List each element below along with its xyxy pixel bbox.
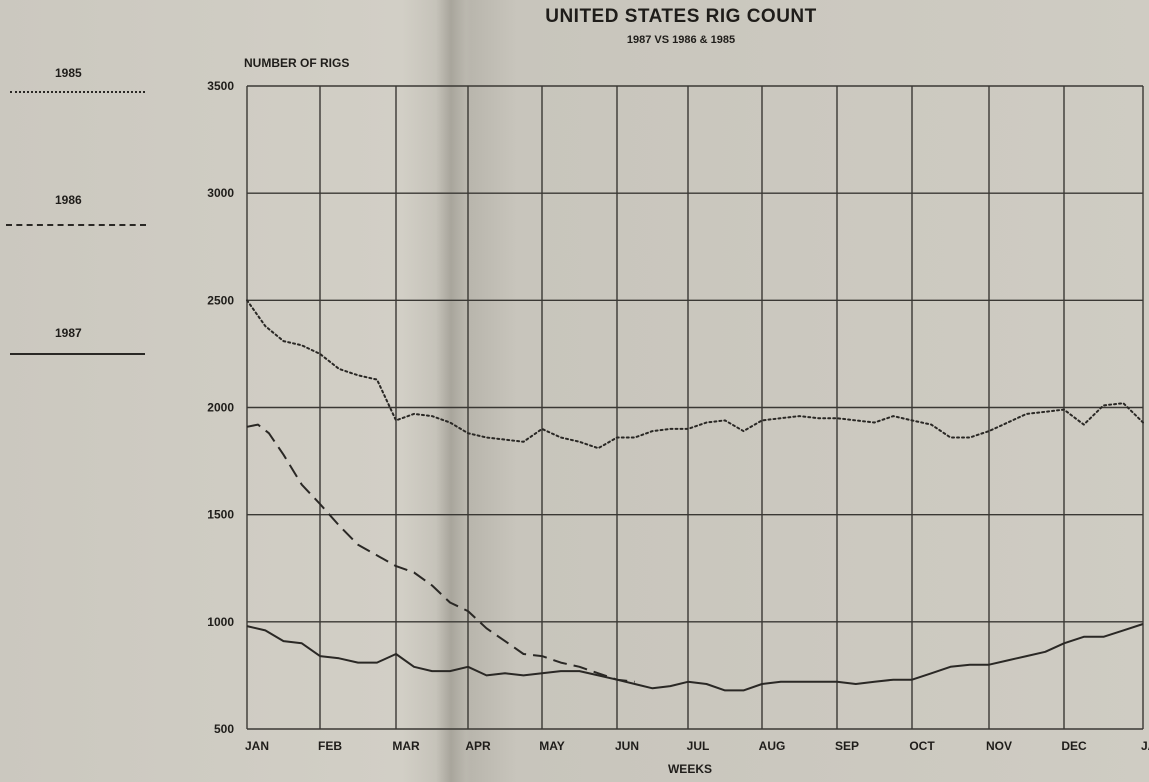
legend-label: 1985 xyxy=(55,66,82,80)
x-tick-label: OCT xyxy=(909,739,935,753)
y-tick-label: 3500 xyxy=(207,79,234,93)
y-tick-label: 2500 xyxy=(207,293,234,307)
y-axis-label: NUMBER OF RIGS xyxy=(244,56,350,70)
page-fold xyxy=(436,0,466,782)
series-line-1986 xyxy=(246,423,635,683)
x-tick-label: SEP xyxy=(835,739,859,753)
series-line-1987 xyxy=(246,623,1144,692)
x-tick-label: JUL xyxy=(687,739,710,753)
legend-swatch-solid xyxy=(10,353,145,355)
y-tick-label: 2000 xyxy=(207,401,234,415)
x-tick-label: NOV xyxy=(986,739,1012,753)
x-tick-label: APR xyxy=(465,739,491,753)
chart-subtitle: 1987 VS 1986 & 1985 xyxy=(626,34,736,46)
series-line-1985 xyxy=(246,299,1144,450)
legend-label: 1986 xyxy=(55,193,82,207)
x-tick-label: FEB xyxy=(318,739,342,753)
legend-swatch-dotted xyxy=(10,91,145,93)
x-tick-label: JAN xyxy=(245,739,269,753)
x-axis-label: WEEKS xyxy=(667,762,712,776)
x-tick-label: JAN xyxy=(1141,739,1149,753)
legend-label: 1987 xyxy=(55,326,82,340)
y-tick-label: 500 xyxy=(214,722,234,736)
x-tick-label: MAY xyxy=(539,739,565,753)
x-tick-label: AUG xyxy=(759,739,786,753)
x-tick-label: DEC xyxy=(1061,739,1087,753)
x-tick-label: MAR xyxy=(392,739,420,753)
legend-swatch-dashed xyxy=(6,224,146,226)
y-tick-label: 1500 xyxy=(207,508,234,522)
y-tick-label: 1000 xyxy=(207,615,234,629)
chart-title: UNITED STATES RIG COUNT xyxy=(545,6,817,27)
y-tick-label: 3000 xyxy=(207,186,234,200)
x-tick-label: JUN xyxy=(615,739,639,753)
